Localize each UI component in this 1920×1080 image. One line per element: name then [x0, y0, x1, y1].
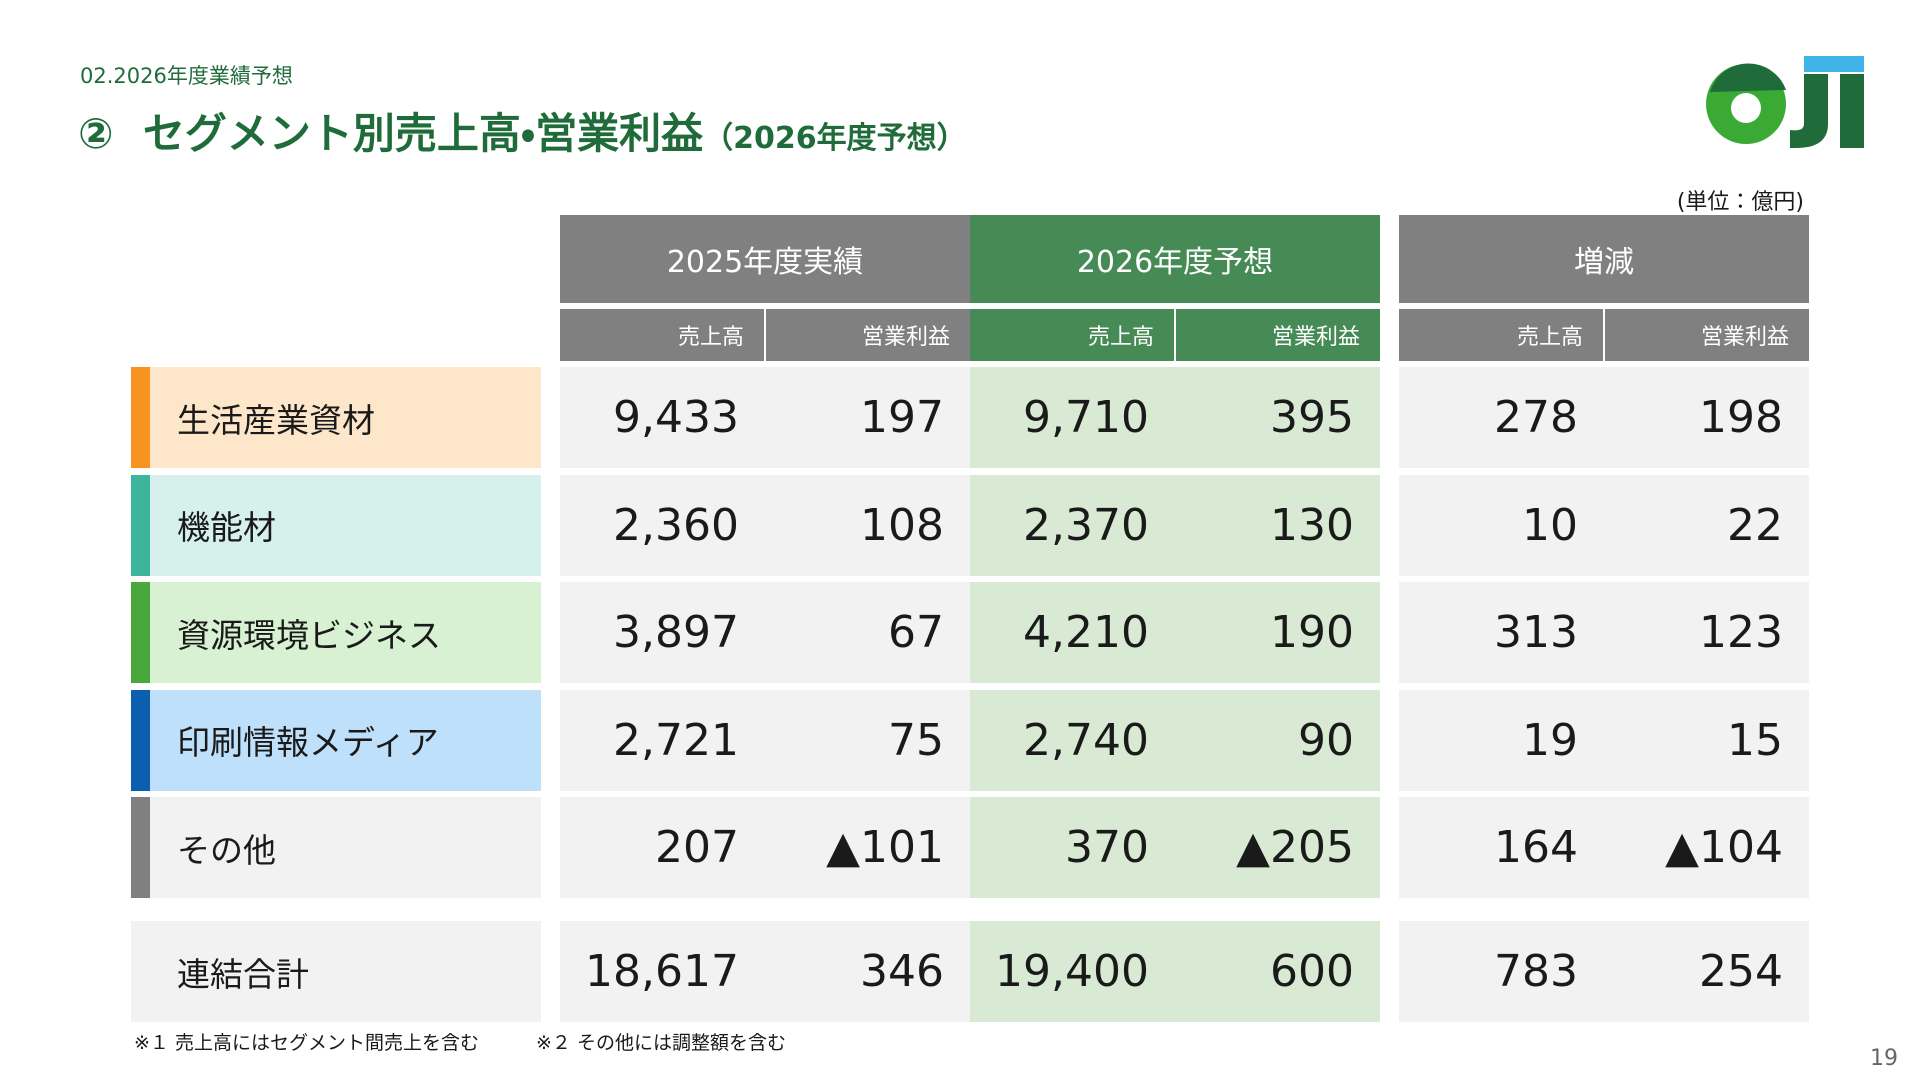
footnote: ※１ 売上高にはセグメント間売上を含む	[134, 1032, 479, 1054]
value-cell: 2,740	[970, 689, 1175, 791]
value-cell: 67	[765, 582, 970, 683]
value-cell: ▲104	[1604, 797, 1809, 898]
value-cell: 197	[765, 367, 970, 468]
value-cell: 130	[1175, 474, 1380, 576]
title-text: セグメント別売上高・営業利益	[142, 109, 704, 158]
value-cell: 90	[1175, 689, 1380, 791]
section-label: 02.2026年度業績予想	[80, 64, 293, 88]
value-cell: 108	[765, 474, 970, 576]
group-header: 増減	[1399, 215, 1809, 303]
row-color-bar	[131, 689, 150, 791]
unit-label: (単位：億円)	[1676, 190, 1804, 215]
column-header: 営業利益	[1605, 309, 1809, 361]
value-cell: 18,617	[560, 921, 765, 1022]
value-cell: 395	[1175, 367, 1380, 468]
row-color-bar	[131, 582, 150, 683]
value-cell: 2,721	[560, 689, 765, 791]
value-cell: 278	[1399, 367, 1604, 468]
value-cell: 207	[560, 797, 765, 898]
value-cell: 346	[765, 921, 970, 1022]
value-cell: 19,400	[970, 921, 1175, 1022]
value-cell: 370	[970, 797, 1175, 898]
column-header: 売上高	[970, 309, 1174, 361]
value-cell: 19	[1399, 689, 1604, 791]
column-header: 売上高	[1399, 309, 1603, 361]
value-cell: 2,360	[560, 474, 765, 576]
row-color-bar	[131, 474, 150, 576]
value-cell: 15	[1604, 689, 1809, 791]
group-header: 2026年度予想	[970, 215, 1380, 303]
value-cell: 123	[1604, 582, 1809, 683]
value-cell: 164	[1399, 797, 1604, 898]
value-cell: 75	[765, 689, 970, 791]
value-cell: 600	[1175, 921, 1380, 1022]
value-cell: ▲205	[1175, 797, 1380, 898]
title-suffix: （2026年度予想）	[703, 121, 967, 156]
row-label: 生活産業資材	[131, 367, 541, 468]
value-cell: 10	[1399, 474, 1604, 576]
row-label: その他	[131, 797, 541, 898]
title-number: ②	[78, 109, 114, 158]
row-label: 資源環境ビジネス	[131, 582, 541, 683]
column-header: 営業利益	[766, 309, 970, 361]
footnote: ※２ その他には調整額を含む	[536, 1032, 786, 1054]
column-header: 営業利益	[1176, 309, 1380, 361]
value-cell: 9,433	[560, 367, 765, 468]
value-cell: ▲101	[765, 797, 970, 898]
value-cell: 3,897	[560, 582, 765, 683]
row-label: 機能材	[131, 474, 541, 576]
page-number: 19	[1870, 1046, 1898, 1071]
value-cell: 2,370	[970, 474, 1175, 576]
group-header: 2025年度実績	[560, 215, 970, 303]
value-cell: 22	[1604, 474, 1809, 576]
row-color-bar	[131, 797, 150, 898]
value-cell: 313	[1399, 582, 1604, 683]
value-cell: 198	[1604, 367, 1809, 468]
row-color-bar	[131, 367, 150, 468]
value-cell: 783	[1399, 921, 1604, 1022]
row-label: 印刷情報メディア	[131, 689, 541, 791]
title: ② セグメント別売上高・営業利益（2026年度予想）	[78, 100, 967, 161]
value-cell: 254	[1604, 921, 1809, 1022]
row-label: 連結合計	[131, 921, 541, 1022]
value-cell: 9,710	[970, 367, 1175, 468]
logo	[1706, 56, 1864, 148]
value-cell: 190	[1175, 582, 1380, 683]
column-header: 売上高	[560, 309, 764, 361]
value-cell: 4,210	[970, 582, 1175, 683]
